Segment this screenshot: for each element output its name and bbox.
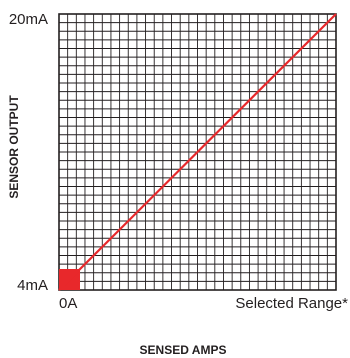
y-tick-label-top: 20mA <box>9 11 48 28</box>
x-tick-label-right: Selected Range* <box>235 295 348 312</box>
plot-area-frame <box>58 13 337 291</box>
x-axis-title: SENSED AMPS <box>140 343 227 357</box>
y-axis-title: SENSOR OUTPUT <box>7 95 21 199</box>
series-line <box>58 13 337 291</box>
chart-grid <box>59 14 336 290</box>
y-tick-label-bottom: 4mA <box>17 277 48 294</box>
x-tick-label-left: 0A <box>59 295 77 312</box>
